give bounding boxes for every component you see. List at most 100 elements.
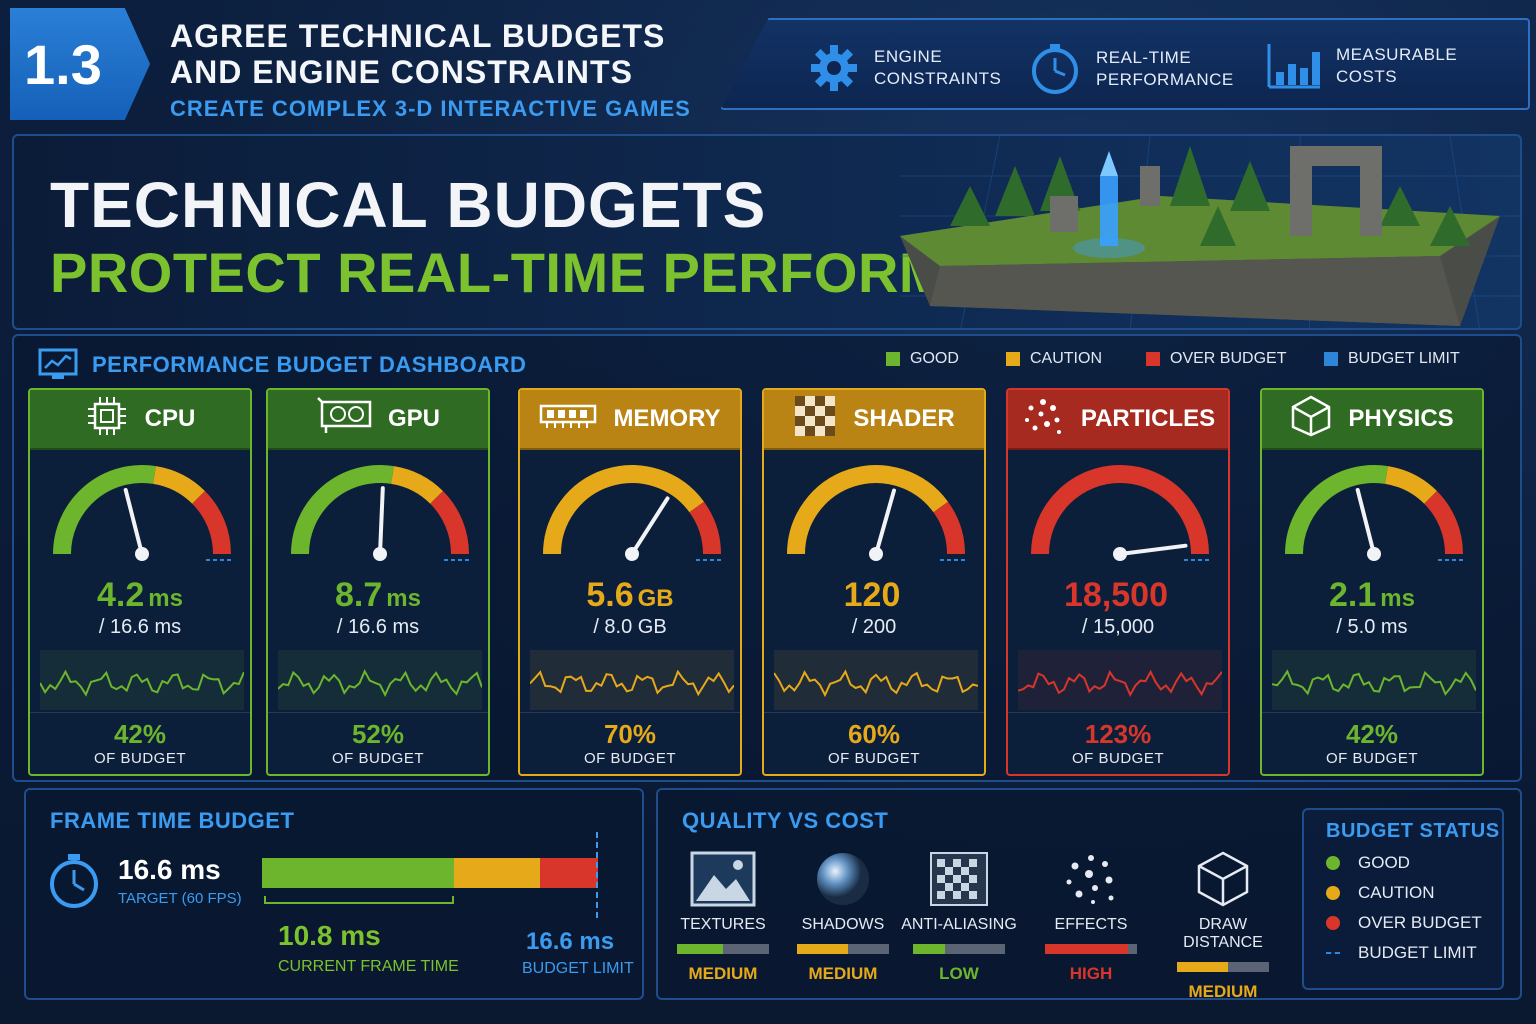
legend-caution: CAUTION [1006,350,1102,368]
gauge-hub [869,547,883,561]
sphere-icon [778,848,908,910]
cost-bar-fill [1045,944,1128,954]
quality-item-effects: EFFECTS HIGH [1026,848,1156,984]
sparkline [40,650,244,710]
card-value: 120 [764,576,984,615]
legend-swatch [1006,352,1020,366]
card-header: MEMORY [520,390,740,450]
cost-bar-fill [1177,962,1228,972]
quality-label: EFFECTS [1054,916,1128,933]
budget-status-title: BUDGET STATUS [1326,820,1500,842]
budget-card-physics: PHYSICS 2.1 ms / 5.0 ms 42% OF BUDGET [1260,388,1484,776]
card-budget: / 16.6 ms [336,616,420,638]
card-title: PHYSICS [1348,405,1454,432]
gauge [291,465,472,561]
card-of-budget: OF BUDGET [1071,750,1164,767]
value-unit: ms [386,585,421,612]
card-value: 2.1 ms [1262,576,1482,615]
card-footer: 123% OF BUDGET [1008,712,1228,774]
card-value: 5.6 GB [520,576,740,615]
value-unit: ms [148,585,183,612]
gauge-zone [152,466,205,505]
sparkline-line [278,669,482,698]
performance-dashboard: PERFORMANCE BUDGET DASHBOARD GOOD CAUTIO… [12,334,1522,782]
gauge-needle [378,486,385,556]
hero-banner: TECHNICAL BUDGETS PROTECT REAL-TIME PERF… [12,134,1522,330]
budget-card-gpu: GPU 8.7 ms / 16.6 ms 52% OF BUDGET [266,388,490,776]
value-number: 18,500 [1064,576,1168,614]
gauge-zone [1031,465,1209,555]
quality-level: MEDIUM [688,964,758,983]
gauge-hub [1113,547,1127,561]
card-title: GPU [387,405,440,432]
feature-label: REAL-TIME PERFORMANCE [1096,48,1234,89]
card-percent: 123% [1084,719,1152,749]
legend-good: GOOD [886,350,959,368]
gauge-zone [430,491,470,555]
quality-panel-title: QUALITY VS COST [682,808,889,833]
card-title: CPU [144,405,196,432]
card-budget: / 16.6 ms [98,616,182,638]
legend-label: OVER BUDGET [1170,350,1287,367]
legend-label: CAUTION [1030,350,1102,367]
gauge-zone [543,465,704,555]
quality-level: LOW [939,964,979,983]
quality-level: HIGH [1069,964,1113,983]
target-label: TARGET (60 FPS) [118,890,242,907]
status-label: CAUTION [1358,883,1435,902]
card-budget: / 200 [851,616,897,638]
title-line-1: AGREE TECHNICAL BUDGETS [170,18,666,54]
sparkline [1018,650,1222,710]
card-header: PARTICLES [1008,390,1228,450]
gauge-needle [1118,543,1188,556]
card-title: PARTICLES [1080,405,1216,432]
sparkline [774,650,978,710]
budget-status-panel: BUDGET STATUS GOOD CAUTION OVER BUDGET B… [1302,808,1504,990]
card-footer: 52% OF BUDGET [268,712,488,774]
memory-stick-icon [539,402,597,437]
gauge-needle [874,488,896,556]
card-header: CPU [30,390,250,450]
budget-limit-line [596,832,598,918]
status-dash [1326,952,1340,954]
gauge [1285,465,1466,561]
cost-bar-fill [913,944,946,954]
sparkline-line [1018,669,1222,698]
sparkline-bg [774,650,978,710]
frame-panel-title: FRAME TIME BUDGET [50,808,295,833]
budget-card-memory: MEMORY 5.6 GB / 8.0 GB 70% OF BUDGET [518,388,742,776]
gauge [1031,465,1212,561]
target-value: 16.6 ms [118,854,221,885]
gauge-hub [135,547,149,561]
feature-measurable-costs: MEASURABLE COSTS [1266,42,1457,90]
status-caution: CAUTION [1326,883,1502,903]
cost-bar [913,944,1005,954]
status-budget-limit: BUDGET LIMIT [1326,943,1502,963]
card-budget: / 8.0 GB [593,616,667,638]
quality-label: SHADOWS [801,916,885,933]
bar-segment-good [262,858,454,888]
status-dot [1326,886,1340,900]
card-header: SHADER [764,390,984,450]
frame-time-bar [262,858,598,888]
quality-vs-cost-panel: QUALITY VS COST TEXTURES MEDIUM SHADOWS … [656,788,1522,1001]
particles-icon [1021,396,1065,443]
status-dot [1326,856,1340,870]
cost-bar [677,944,769,954]
value-number: 4.2 [97,576,145,614]
sparkline-bg [278,650,482,710]
sparkline-line [40,669,244,697]
quality-label: ANTI-ALIASING [901,916,1017,933]
quality-level: MEDIUM [808,964,878,983]
section-number: 1.3 [24,32,102,96]
feature-label: MEASURABLE COSTS [1336,45,1458,86]
cube-icon [1158,848,1288,910]
sparkline [1272,650,1476,710]
value-number: 8.7 [335,576,383,614]
gauge-zone [689,501,721,555]
image-icon [658,848,788,910]
budget-card-cpu: CPU 4.2 ms / 16.6 ms 42% OF BUDGET [28,388,252,776]
gauge-zone [390,466,443,505]
card-value: 18,500 [1008,576,1228,615]
card-value: 4.2 ms [30,576,250,615]
